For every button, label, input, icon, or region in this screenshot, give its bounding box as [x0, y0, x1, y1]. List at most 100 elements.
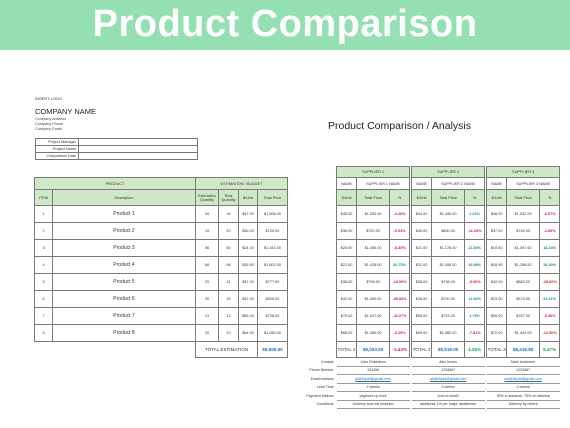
supplier-1-unit[interactable]: $36.00: [336, 222, 358, 240]
supplier-3-pct: -2.86%: [539, 222, 561, 240]
product-description[interactable]: Product 2: [52, 222, 196, 240]
supplier-1-contact-value[interactable]: 2 weeks: [336, 383, 410, 392]
real-qty[interactable]: 56: [218, 239, 239, 257]
supplier-1-unit[interactable]: $38.00: [336, 273, 358, 291]
real-qty[interactable]: 34: [218, 205, 239, 223]
contact-row: Lead Time 2 weeks 3 weeks 2 weeks: [35, 383, 560, 392]
supplier-3-unit[interactable]: $37.00: [486, 222, 508, 240]
supplier-2-contact-value[interactable]: 3 weeks: [411, 383, 485, 392]
real-qty[interactable]: 21: [218, 273, 239, 291]
product-description[interactable]: Product 1: [52, 205, 196, 223]
unit-price[interactable]: $37.00: [238, 273, 258, 291]
project-manager-field[interactable]: [78, 138, 198, 146]
supplier-1-contact-value[interactable]: 123456: [336, 366, 410, 375]
supplier-1-contact-value[interactable]: John Robertson: [336, 357, 410, 367]
supplier-2-unit[interactable]: $40.00: [411, 222, 433, 240]
contact-row: Phone Number 123456 1234567 1234567: [35, 366, 560, 375]
supplier-2-unit[interactable]: $21.00: [411, 239, 433, 257]
supplier-3-unit[interactable]: $18.95: [486, 256, 508, 274]
unit-price[interactable]: $56.00: [238, 307, 258, 325]
supplier-2-unit[interactable]: $22.00: [411, 256, 433, 274]
est-qty[interactable]: 20: [195, 324, 219, 342]
supplier-2-contact-value[interactable]: Alex brown: [411, 357, 485, 367]
supplier-3-unit[interactable]: $23.00: [486, 290, 508, 308]
product-description[interactable]: Product 4: [52, 256, 196, 274]
est-qty[interactable]: 68: [195, 256, 219, 274]
supplier-1-unit[interactable]: $79.00: [336, 307, 358, 325]
supplier-1-contact-value[interactable]: jb@Mydd@gmail.com: [336, 374, 410, 384]
total-estimation-value: $8,906.00: [257, 341, 288, 358]
supplier-1-contact-value[interactable]: Delivery cost not included: [336, 400, 410, 409]
s3-unit-header: $/Unit: [486, 189, 508, 206]
contact-row: Contact John Robertson Alex brown Mark Ande…: [35, 357, 560, 367]
gap: [409, 324, 412, 342]
real-qty[interactable]: 20: [218, 324, 239, 342]
supplier-3-unit[interactable]: $19.60: [486, 239, 508, 257]
supplier-1-unit[interactable]: $42.00: [336, 290, 358, 308]
supplier-2-contact-value[interactable]: 1234567: [411, 366, 485, 375]
gap: [484, 166, 487, 178]
unit-price[interactable]: $37.00: [238, 290, 258, 308]
product-description[interactable]: Product 7: [52, 307, 196, 325]
supplier-3-unit[interactable]: $48.00: [486, 205, 508, 223]
est-qty[interactable]: 15: [195, 222, 219, 240]
supplier-3-unit[interactable]: $72.00: [486, 324, 508, 342]
supplier-2-contact-value[interactable]: additional 2% per major middleman: [411, 400, 485, 409]
supplier-2-contact-value[interactable]: end of month: [411, 391, 485, 401]
project-name-field[interactable]: [78, 145, 198, 153]
supplier-3-unit[interactable]: $42.00: [486, 273, 508, 291]
product-description[interactable]: Product 6: [52, 290, 196, 308]
supplier-name-label: NAME: [336, 177, 358, 190]
supplier-3-contact-value[interactable]: 25% in advance, 75% on delivery: [486, 391, 560, 401]
comparison-date-field[interactable]: [78, 152, 198, 160]
gap: [409, 256, 412, 274]
unit-price[interactable]: $24.00: [238, 239, 258, 257]
unit-price[interactable]: $36.00: [238, 222, 258, 240]
supplier-1-unit[interactable]: $68.00: [336, 324, 358, 342]
spacer: [34, 341, 196, 358]
supplier-3-contact-value[interactable]: ma@Mydd@gmail.com: [486, 374, 560, 384]
supplier-3-contact-value[interactable]: Mark Anderson: [486, 357, 560, 367]
supplier-3-contact-value[interactable]: 1234567: [486, 366, 560, 375]
real-qty[interactable]: 20: [218, 222, 239, 240]
supplier-1-unit[interactable]: $45.00: [336, 205, 358, 223]
supplier-2-contact-value[interactable]: ab@Mydd@gmail.com: [411, 374, 485, 384]
company-address: Company Address: [35, 117, 67, 121]
supplier-1-pct: -39.83%: [389, 290, 411, 308]
est-qty[interactable]: 13: [195, 307, 219, 325]
gap: [409, 341, 412, 358]
est-qty[interactable]: 20: [195, 273, 219, 291]
product-description[interactable]: Product 8: [52, 324, 196, 342]
supplier-1-contact-value[interactable]: payment up front: [336, 391, 410, 401]
est-qty[interactable]: 30: [195, 290, 219, 308]
supplier-name-label: NAME: [486, 177, 508, 190]
supplier-1-name[interactable]: SUPPLIER 1 NAME: [356, 177, 411, 190]
product-description[interactable]: Product 3: [52, 239, 196, 257]
supplier-2-unit[interactable]: $28.00: [411, 290, 433, 308]
supplier-1-unit[interactable]: $21.00: [336, 256, 358, 274]
supplier-2-unit[interactable]: $55.00: [411, 307, 433, 325]
supplier-2-total-pct: 4.35%: [464, 341, 486, 358]
real-qty[interactable]: 68: [218, 256, 239, 274]
unit-price[interactable]: $64.00: [238, 324, 258, 342]
col-est-qty-header: Estimation Quantity: [195, 189, 219, 206]
supplier-2-unit[interactable]: $38.00: [411, 273, 433, 291]
supplier-2-unit[interactable]: $44.00: [411, 205, 433, 223]
supplier-1-unit[interactable]: $26.00: [336, 239, 358, 257]
supplier-3-unit[interactable]: $59.00: [486, 307, 508, 325]
supplier-2-pct: 2.22%: [464, 205, 486, 223]
unit-price[interactable]: $26.50: [238, 256, 258, 274]
real-qty[interactable]: 13: [218, 307, 239, 325]
supplier-2-unit[interactable]: $69.00: [411, 324, 433, 342]
supplier-3-name[interactable]: SUPPLIER 3 NAME: [506, 177, 561, 190]
table-row: 2 Product 2 15 20 $36.00 $720.00 $36.00 $720.00…: [34, 222, 561, 240]
project-info-table: Project Manager Project Name Comparison …: [35, 138, 198, 160]
est-qty[interactable]: 34: [195, 205, 219, 223]
est-qty[interactable]: 56: [195, 239, 219, 257]
real-qty[interactable]: 25: [218, 290, 239, 308]
supplier-2-name[interactable]: SUPPLIER 2 NAME: [431, 177, 486, 190]
supplier-3-contact-value[interactable]: 2 weeks: [486, 383, 560, 392]
supplier-3-contact-value[interactable]: Delivery by others: [486, 400, 560, 409]
unit-price[interactable]: $47.00: [238, 205, 258, 223]
product-description[interactable]: Product 5: [52, 273, 196, 291]
